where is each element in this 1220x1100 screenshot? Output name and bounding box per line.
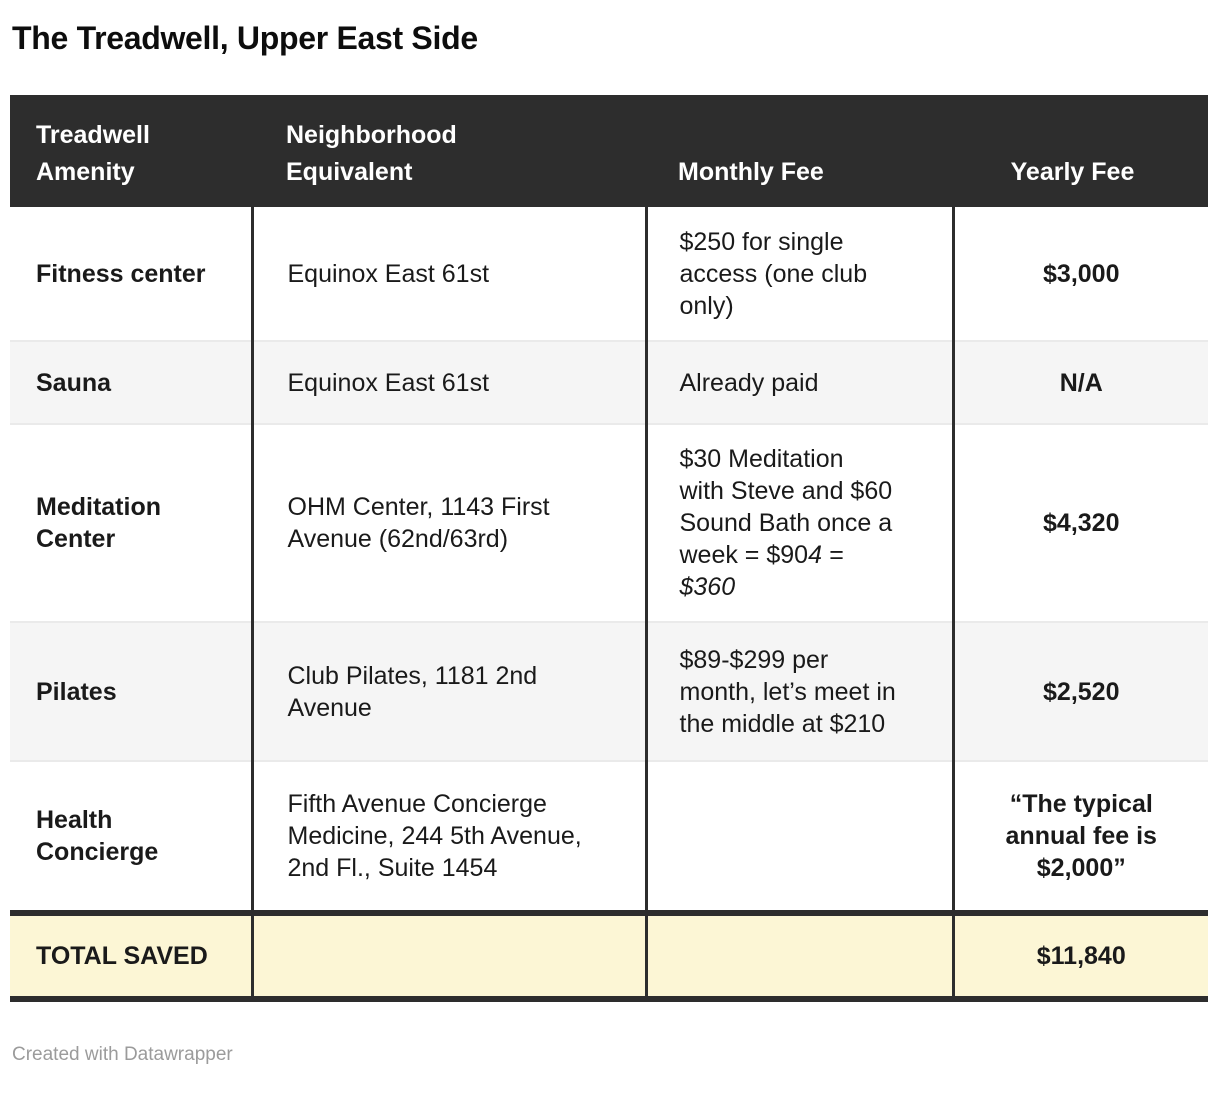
regular-text: $250 for single access (one club only) <box>679 227 868 320</box>
cell-equivalent: Equinox East 61st <box>252 207 648 341</box>
table-row: Health Concierge Fifth Avenue Concierge M… <box>10 760 1208 913</box>
cell-monthly <box>646 760 955 913</box>
header-row: Treadwell Amenity Neighborhood Equivalent… <box>10 95 1208 207</box>
cell-yearly: $3,000 <box>953 207 1208 341</box>
total-cell-yearly: $11,840 <box>953 910 1208 1002</box>
cell-amenity: Meditation Center <box>10 423 254 622</box>
cell-yearly: $4,320 <box>953 423 1208 622</box>
cell-amenity: Fitness center <box>10 207 254 341</box>
page-title: The Treadwell, Upper East Side <box>12 20 478 56</box>
total-cell-equivalent <box>252 910 648 1002</box>
regular-text: Already paid <box>679 368 819 397</box>
table-row: Sauna Equinox East 61st Already paid N/A <box>10 340 1208 424</box>
regular-text: $30 Meditation with Steve and $60 Sound … <box>679 445 893 569</box>
column-header-amenity: Treadwell Amenity <box>10 95 252 207</box>
cell-monthly: Already paid <box>646 340 955 424</box>
cell-equivalent: Club Pilates, 1181 2nd Avenue <box>252 621 648 761</box>
column-header-yearly: Yearly Fee <box>953 95 1208 207</box>
total-row: TOTAL SAVED $11,840 <box>10 910 1208 1002</box>
cell-yearly: N/A <box>953 340 1208 424</box>
cell-equivalent: Equinox East 61st <box>252 340 648 424</box>
table-row: Fitness center Equinox East 61st $250 for … <box>10 207 1208 341</box>
attribution-text: Created with Datawrapper <box>12 1044 233 1065</box>
cell-monthly: $250 for single access (one club only) <box>646 207 955 341</box>
italic-text: 4 = $360 <box>679 541 844 601</box>
cell-monthly: $30 Meditation with Steve and $60 Sound … <box>646 423 955 622</box>
table-row: Pilates Club Pilates, 1181 2nd Avenue $89-… <box>10 621 1208 761</box>
amenities-table: Treadwell Amenity Neighborhood Equivalent… <box>10 95 1208 1002</box>
column-header-monthly: Monthly Fee <box>646 95 953 207</box>
cell-amenity: Pilates <box>10 621 254 761</box>
cell-equivalent: Fifth Avenue Concierge Medicine, 244 5th… <box>252 760 648 913</box>
total-cell-amenity: TOTAL SAVED <box>10 910 254 1002</box>
cell-equivalent: OHM Center, 1143 First Avenue (62nd/63rd… <box>252 423 648 622</box>
cell-yearly: $2,520 <box>953 621 1208 761</box>
cell-monthly: $89-$299 per month, let’s meet in the mi… <box>646 621 955 761</box>
cell-amenity: Health Concierge <box>10 760 254 913</box>
page: The Treadwell, Upper East Side Treadwell… <box>0 20 1220 1066</box>
cell-yearly: “The typical annual fee is $2,000” <box>953 760 1208 913</box>
column-header-equivalent: Neighborhood Equivalent <box>252 95 646 207</box>
table-row: Meditation Center OHM Center, 1143 First … <box>10 423 1208 622</box>
total-cell-monthly <box>646 910 955 1002</box>
regular-text: $89-$299 per month, let’s meet in the mi… <box>679 645 896 738</box>
cell-amenity: Sauna <box>10 340 254 424</box>
